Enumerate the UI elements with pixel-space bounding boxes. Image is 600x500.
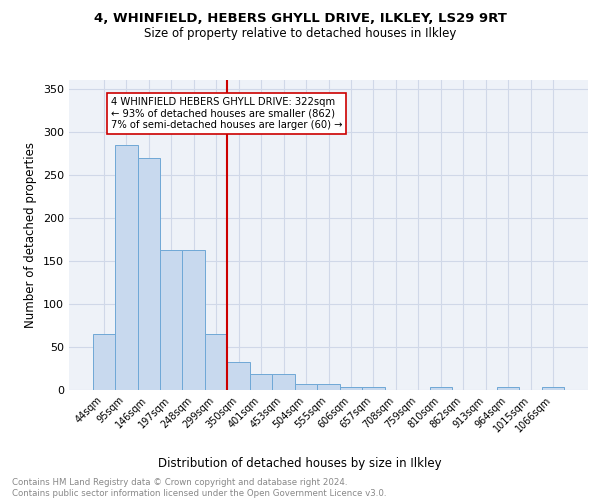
Bar <box>272 374 295 390</box>
Text: Contains HM Land Registry data © Crown copyright and database right 2024.
Contai: Contains HM Land Registry data © Crown c… <box>12 478 386 498</box>
Text: 4, WHINFIELD, HEBERS GHYLL DRIVE, ILKLEY, LS29 9RT: 4, WHINFIELD, HEBERS GHYLL DRIVE, ILKLEY… <box>94 12 506 26</box>
Bar <box>92 334 115 390</box>
Bar <box>137 158 160 390</box>
Bar <box>160 250 182 390</box>
Text: Size of property relative to detached houses in Ilkley: Size of property relative to detached ho… <box>144 28 456 40</box>
Bar <box>250 374 272 390</box>
Bar <box>317 384 340 390</box>
Bar <box>295 384 317 390</box>
Bar <box>115 144 137 390</box>
Bar <box>430 388 452 390</box>
Bar <box>497 388 520 390</box>
Text: Distribution of detached houses by size in Ilkley: Distribution of detached houses by size … <box>158 458 442 470</box>
Bar <box>205 334 227 390</box>
Y-axis label: Number of detached properties: Number of detached properties <box>25 142 37 328</box>
Bar <box>227 362 250 390</box>
Bar <box>362 386 385 390</box>
Text: 4 WHINFIELD HEBERS GHYLL DRIVE: 322sqm
← 93% of detached houses are smaller (862: 4 WHINFIELD HEBERS GHYLL DRIVE: 322sqm ←… <box>110 97 342 130</box>
Bar <box>182 250 205 390</box>
Bar <box>542 388 565 390</box>
Bar <box>340 386 362 390</box>
